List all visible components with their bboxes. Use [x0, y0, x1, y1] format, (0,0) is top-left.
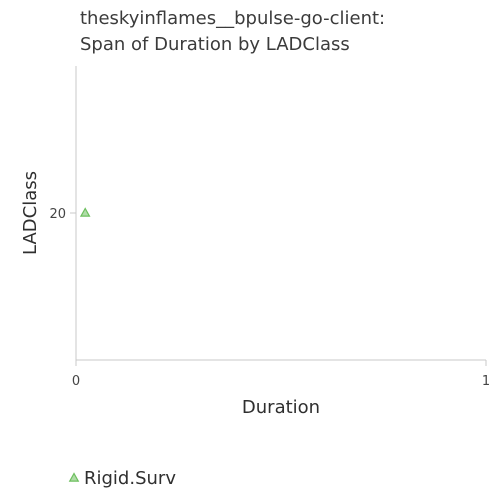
chart-title: theskyinflames__bpulse-go-client: Span o… — [80, 8, 385, 55]
legend: Rigid.Surv — [68, 468, 176, 489]
legend-marker — [68, 472, 80, 482]
x-tick-label: 1 — [482, 374, 490, 389]
legend-label: Rigid.Surv — [84, 468, 176, 489]
x-tick-label: 0 — [72, 374, 80, 389]
chart-title-line-2: Span of Duration by LADClass — [80, 34, 350, 55]
data-point — [79, 207, 91, 217]
x-axis-label: Duration — [242, 397, 320, 418]
y-axis-label: LADClass — [20, 171, 41, 255]
data-points — [79, 207, 91, 217]
y-tick-label: 20 — [49, 207, 66, 222]
chart-title-line-1: theskyinflames__bpulse-go-client: — [80, 8, 385, 29]
y-ticks: 20 — [49, 207, 76, 222]
